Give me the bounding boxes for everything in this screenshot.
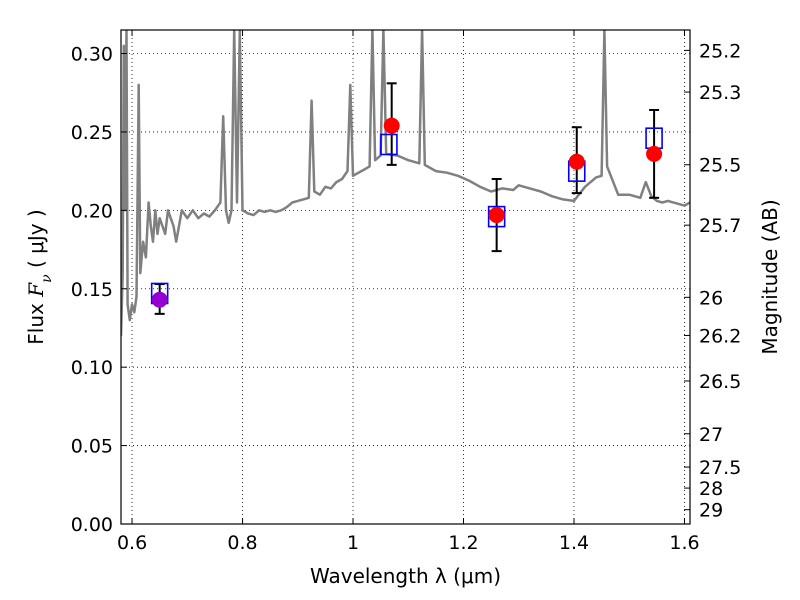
y2-tick-label: 28 bbox=[699, 478, 723, 500]
x-tick-label: 0.8 bbox=[227, 532, 257, 554]
x-tick-label: 0.6 bbox=[117, 532, 147, 554]
x-tick-label: 1.4 bbox=[559, 532, 589, 554]
plot-frame bbox=[120, 29, 691, 525]
y-axis-label: Flux Fν ( μJy ) bbox=[24, 209, 55, 344]
x-tick-label: 1.6 bbox=[669, 532, 699, 554]
y-axis-label-subscript: ν bbox=[39, 274, 55, 283]
y-axis-label-prefix: Flux bbox=[24, 297, 48, 345]
errorbar-series bbox=[154, 82, 660, 315]
y2-tick-label: 25.5 bbox=[699, 155, 741, 177]
y-axis-label-symbol: F bbox=[24, 282, 48, 298]
spectrum-line bbox=[121, 30, 690, 336]
y2-tick-label: 25.7 bbox=[699, 215, 741, 237]
y2-tick-label: 27.5 bbox=[699, 457, 741, 479]
marker-series bbox=[150, 117, 663, 308]
observed-point bbox=[151, 291, 168, 308]
y-tick-label: 0.05 bbox=[71, 436, 113, 458]
observed-point bbox=[383, 117, 400, 134]
x-tick-label: 1 bbox=[347, 532, 359, 554]
y2-axis-label: Magnitude (AB) bbox=[758, 199, 782, 354]
y-tick-label: 0.00 bbox=[71, 514, 113, 536]
y-tick-label: 0.20 bbox=[71, 200, 113, 222]
y2-tick-label: 26.5 bbox=[699, 371, 741, 393]
y-tick-label: 0.10 bbox=[71, 357, 113, 379]
model-point bbox=[380, 133, 398, 156]
observed-point bbox=[646, 145, 663, 162]
observed-point bbox=[488, 207, 505, 224]
y2-tick-label: 25.2 bbox=[699, 40, 741, 62]
y2-tick-label: 27 bbox=[699, 424, 723, 446]
model-point bbox=[487, 205, 506, 228]
y-tick-label: 0.25 bbox=[71, 122, 113, 144]
x-tick-label: 1.2 bbox=[448, 532, 478, 554]
y2-tick-label: 29 bbox=[699, 500, 723, 522]
y-axis-label-suffix: ( μJy ) bbox=[24, 209, 48, 274]
y-tick-label: 0.15 bbox=[71, 279, 113, 301]
y-tick-label: 0.30 bbox=[71, 44, 113, 66]
y2-tick-label: 26.2 bbox=[699, 325, 741, 347]
x-axis-label: Wavelength λ (μm) bbox=[310, 564, 501, 588]
y2-tick-label: 25.3 bbox=[699, 82, 741, 104]
spectrum-series bbox=[121, 30, 690, 336]
axis-ticks: 0.6 0.8 1 1.2 1.4 1.6 0.00 0.05 0.10 0.15 0.20 0.25… bbox=[71, 30, 741, 554]
y2-tick-label: 26 bbox=[699, 287, 723, 309]
observed-point bbox=[568, 153, 585, 170]
